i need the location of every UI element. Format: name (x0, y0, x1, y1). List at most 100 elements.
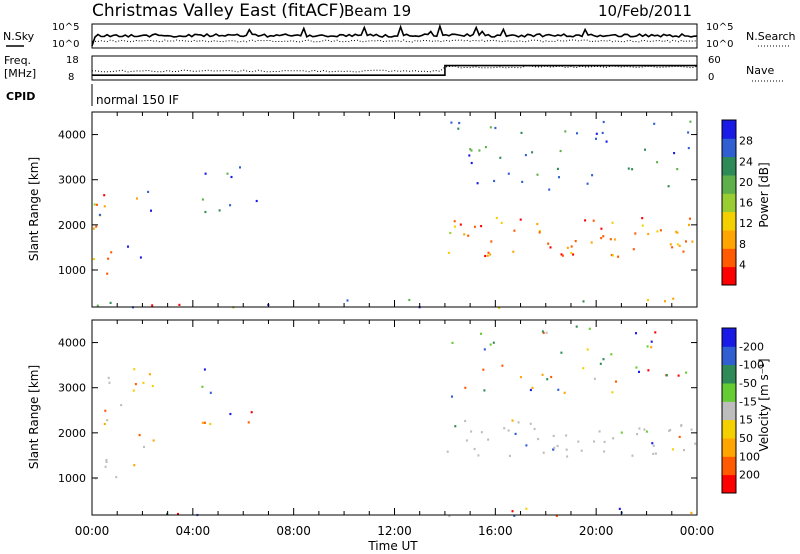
heatmap-cell (531, 151, 534, 154)
heatmap-cell (142, 381, 145, 384)
heatmap-cell (494, 126, 497, 130)
heatmap-cell (139, 256, 142, 259)
colorbar-tick-label: 16 (739, 197, 753, 210)
heatmap-cell (671, 246, 674, 249)
heatmap-cell (465, 439, 468, 442)
heatmap-cell (545, 331, 548, 334)
heatmap-cell (517, 421, 520, 424)
heatmap-cell (226, 172, 229, 175)
heatmap-cell (687, 147, 690, 150)
nave-label: Nave (746, 64, 774, 77)
heatmap-cell (602, 358, 605, 361)
cpid-program: normal 150 IF (96, 93, 179, 107)
heatmap-cell (133, 464, 136, 467)
heatmap-cell (120, 404, 123, 407)
heatmap-cell (610, 254, 613, 257)
heatmap-cell (513, 229, 516, 232)
heatmap-cell (685, 240, 687, 243)
noise-left-tick-top: 10^5 (52, 22, 79, 33)
heatmap-cell (134, 383, 137, 386)
noise-right-tick-bottom: 10^0 (706, 39, 733, 50)
heatmap-cell (536, 222, 539, 226)
y-tick-label: 2000 (58, 427, 86, 440)
heatmap-cell (563, 391, 566, 394)
heatmap-cell (588, 327, 591, 330)
heatmap-cell (136, 197, 138, 200)
y-tick-label: 3000 (58, 174, 86, 187)
heatmap-cell (480, 332, 482, 335)
heatmap-cell (487, 438, 490, 441)
colorbar-segment (722, 346, 736, 366)
frequency-panel-frame (91, 55, 698, 81)
heatmap-cell (95, 225, 98, 228)
heatmap-cell (230, 175, 233, 179)
heatmap-cell (484, 146, 487, 149)
heatmap-cell (105, 460, 108, 463)
heatmap-cell (473, 447, 476, 451)
heatmap-cell (166, 512, 169, 515)
heatmap-cell (611, 391, 614, 394)
heatmap-cell (690, 428, 693, 431)
heatmap-cell (468, 154, 471, 157)
heatmap-cell (106, 419, 109, 422)
noise-panel: N.Sky 10^5 10^0 10^5 10^0 N.Search (3, 22, 796, 50)
heatmap-cell (451, 341, 454, 344)
heatmap-cell (645, 430, 648, 433)
heatmap-cell (507, 429, 510, 432)
heatmap-cell (641, 224, 644, 227)
heatmap-cell (498, 306, 501, 309)
colorbar-tick-label: 12 (739, 217, 753, 230)
heatmap-cell (652, 444, 655, 447)
heatmap-cell (634, 232, 637, 235)
heatmap-cell (667, 185, 670, 188)
heatmap-cell (656, 230, 659, 233)
heatmap-cell (229, 204, 232, 207)
heatmap-cell (570, 251, 573, 255)
colorbar-segment (722, 266, 736, 286)
y-tick-label: 4000 (58, 129, 86, 142)
heatmap-cell (109, 301, 112, 304)
colorbar-segment (722, 474, 736, 494)
heatmap-cell (536, 173, 539, 176)
heatmap-cell (635, 332, 637, 335)
heatmap-cell (96, 304, 99, 307)
heatmap-cell (533, 427, 536, 431)
heatmap-cell (499, 156, 502, 159)
heatmap-cell (689, 120, 692, 123)
heatmap-cell (582, 367, 585, 370)
heatmap-cell (201, 421, 204, 424)
heatmap-cell (541, 373, 544, 376)
heatmap-cell (453, 225, 456, 228)
heatmap-cell (603, 450, 606, 453)
heatmap-cell (138, 434, 141, 437)
heatmap-cell (605, 140, 608, 143)
colorbar-segment (722, 193, 736, 213)
heatmap-cell (463, 233, 466, 236)
heatmap-cell (178, 303, 181, 306)
heatmap-cell (103, 205, 106, 208)
heatmap-cell (678, 244, 681, 247)
heatmap-cell (590, 241, 593, 244)
heatmap-cell (489, 253, 492, 256)
heatmap-cell (615, 380, 617, 383)
power-plot-area (92, 112, 697, 307)
heatmap-cell (469, 148, 472, 151)
cpid-label: CPID (6, 90, 35, 103)
heatmap-cell (133, 368, 136, 371)
heatmap-cell (565, 448, 568, 451)
heatmap-cell (676, 243, 679, 246)
heatmap-cell (519, 218, 522, 221)
heatmap-cell (611, 254, 614, 257)
heatmap-cell (538, 229, 541, 233)
heatmap-cell (489, 126, 492, 129)
heatmap-cell (454, 425, 457, 428)
heatmap-cell (556, 167, 559, 170)
colorbar-segment (722, 248, 736, 268)
heatmap-cell (147, 190, 150, 193)
heatmap-cell (477, 454, 480, 457)
heatmap-cell (107, 376, 110, 379)
heatmap-cell (201, 385, 204, 388)
heatmap-cell (464, 419, 467, 423)
velocity-panel: 1000 2000 3000 4000 Slant Range [km] 200 100… (27, 319, 771, 518)
velocity-heatmap-cells (94, 325, 697, 518)
